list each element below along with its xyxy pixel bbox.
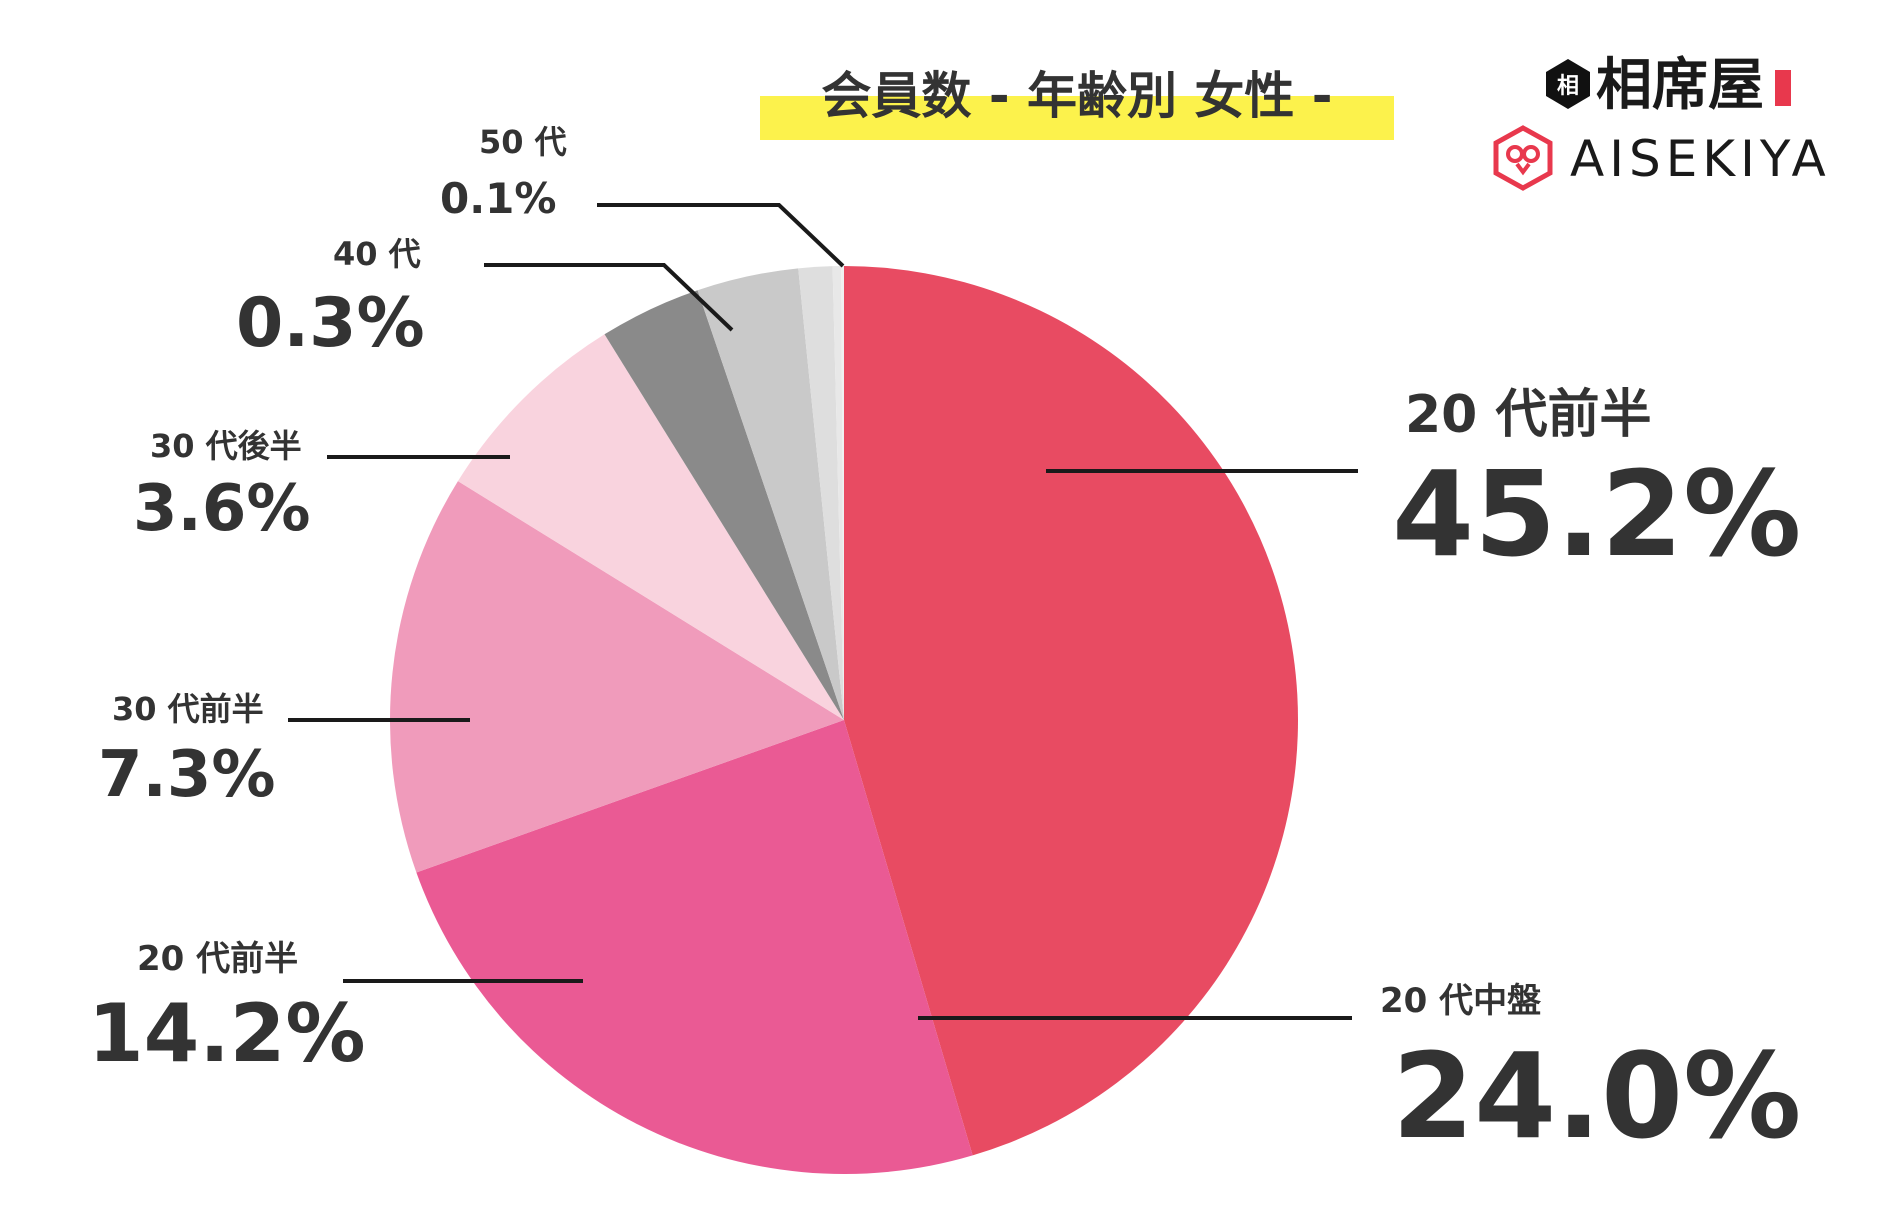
title-highlight — [760, 96, 1394, 140]
pie-slice-6 — [798, 266, 844, 720]
label-50s-value: 0.1% — [440, 174, 556, 223]
pie-slice-4 — [604, 290, 844, 720]
label-20s-early-b-category: 20 代前半 — [137, 939, 298, 979]
pie-slices — [390, 266, 1299, 1174]
label-20s-mid-value: 24.0% — [1392, 1027, 1801, 1165]
label-20s-early-a-value: 45.2% — [1392, 445, 1801, 583]
logo-english-text: AISEKIYA — [1570, 130, 1831, 188]
pie-slice-5 — [697, 268, 844, 720]
pie-slice-1 — [416, 720, 973, 1174]
label-40s-category: 40 代 — [333, 235, 421, 273]
label-30s-late-value: 3.6% — [133, 472, 311, 546]
pie-slice-2 — [390, 481, 844, 873]
leader-line-50s — [597, 203, 845, 268]
pie-slice-8 — [841, 266, 844, 720]
label-20s-early-b-value: 14.2% — [88, 987, 366, 1080]
pie-slice-3 — [457, 334, 844, 720]
logo-crest-icon — [1493, 125, 1553, 191]
label-30s-late-category: 30 代後半 — [150, 427, 302, 465]
logo-japanese-text: 相席屋 — [1596, 52, 1764, 118]
label-20s-mid-category: 20 代中盤 — [1380, 981, 1541, 1021]
leader-lines — [288, 203, 1358, 1020]
label-30s-early-category: 30 代前半 — [112, 690, 264, 728]
logo-emblem-icon: 相 — [1546, 59, 1590, 109]
chart-title: 会員数 - 年齢別 女性 - — [821, 67, 1332, 125]
label-30s-early-value: 7.3% — [98, 738, 276, 812]
label-50s-category: 50 代 — [479, 123, 567, 161]
label-20s-early-a-category: 20 代前半 — [1405, 385, 1651, 445]
svg-text:相: 相 — [1557, 74, 1579, 99]
logo-stamp-icon — [1775, 70, 1791, 106]
leader-line-40s — [484, 263, 734, 332]
pie-slice-7 — [832, 266, 844, 720]
logo: 相 相席屋 AISEKIYA — [1493, 52, 1831, 191]
pie-slice-0 — [844, 266, 1299, 1156]
label-40s-value: 0.3% — [236, 284, 425, 363]
